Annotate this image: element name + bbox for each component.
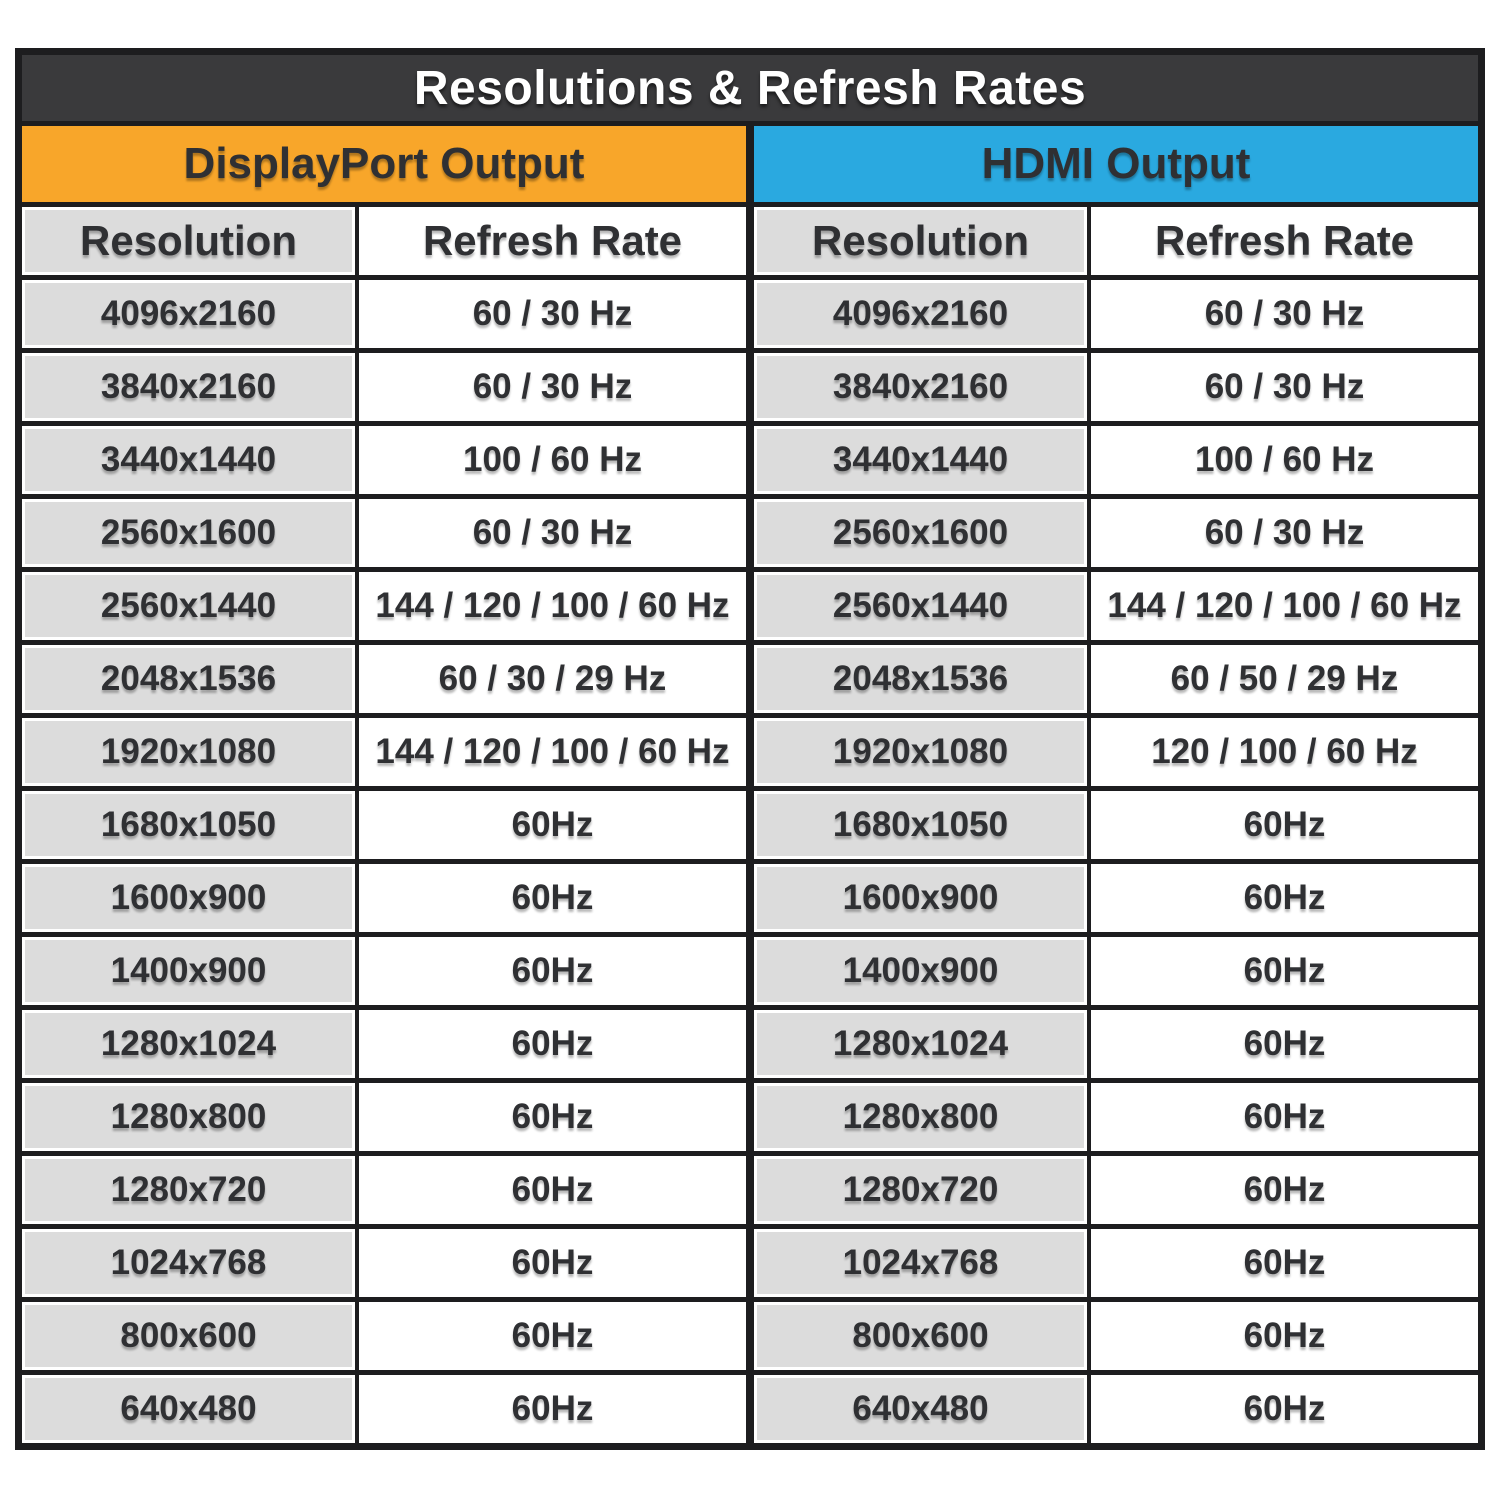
- refresh-rate-cell: 60Hz: [359, 1302, 746, 1370]
- resolution-cell: 800x600: [22, 1302, 355, 1370]
- resolution-cell: 1280x1024: [22, 1010, 355, 1078]
- resolution-cell: 3840x2160: [22, 353, 355, 421]
- table-body: Resolution Refresh Rate 4096x2160 60 / 30…: [22, 207, 1478, 1443]
- resolution-cell: 800x600: [754, 1302, 1087, 1370]
- refresh-rate-cell: 60 / 30 Hz: [1091, 353, 1478, 421]
- section-header-displayport-label: DisplayPort Output: [183, 139, 585, 188]
- resolution-cell: 4096x2160: [754, 280, 1087, 348]
- resolution-cell: 1280x720: [22, 1156, 355, 1224]
- resolution-cell: 1280x720: [754, 1156, 1087, 1224]
- refresh-rate-cell: 60Hz: [359, 1375, 746, 1443]
- resolution-cell: 4096x2160: [22, 280, 355, 348]
- refresh-rate-cell: 60Hz: [359, 791, 746, 859]
- resolution-cell: 1920x1080: [754, 718, 1087, 786]
- refresh-rate-cell: 60Hz: [359, 1083, 746, 1151]
- refresh-rate-cell: 60Hz: [1091, 791, 1478, 859]
- refresh-rate-cell: 100 / 60 Hz: [1091, 426, 1478, 494]
- refresh-rate-cell: 144 / 120 / 100 / 60 Hz: [359, 718, 746, 786]
- table-title: Resolutions & Refresh Rates: [413, 61, 1087, 115]
- resolution-cell: 1600x900: [754, 864, 1087, 932]
- resolution-cell: 1400x900: [754, 937, 1087, 1005]
- table-title-bar: Resolutions & Refresh Rates: [22, 55, 1478, 121]
- refresh-rate-cell: 60 / 30 Hz: [1091, 499, 1478, 567]
- section-header-hdmi-label: HDMI Output: [981, 139, 1251, 188]
- refresh-rate-cell: 60Hz: [1091, 1083, 1478, 1151]
- refresh-rate-cell: 60Hz: [1091, 1302, 1478, 1370]
- resolution-cell: 1280x800: [754, 1083, 1087, 1151]
- resolution-cell: 2560x1600: [754, 499, 1087, 567]
- refresh-rate-cell: 60Hz: [1091, 864, 1478, 932]
- refresh-rate-cell: 144 / 120 / 100 / 60 Hz: [359, 572, 746, 640]
- column-header-resolution: Resolution: [754, 207, 1087, 275]
- refresh-rate-cell: 120 / 100 / 60 Hz: [1091, 718, 1478, 786]
- resolution-cell: 1680x1050: [754, 791, 1087, 859]
- resolution-cell: 1600x900: [22, 864, 355, 932]
- resolution-cell: 2560x1600: [22, 499, 355, 567]
- resolution-cell: 640x480: [22, 1375, 355, 1443]
- column-header-refresh-rate: Refresh Rate: [359, 207, 746, 275]
- resolution-cell: 1024x768: [754, 1229, 1087, 1297]
- refresh-rate-cell: 60Hz: [1091, 1156, 1478, 1224]
- refresh-rate-cell: 60Hz: [359, 1156, 746, 1224]
- refresh-rate-cell: 60 / 30 / 29 Hz: [359, 645, 746, 713]
- section-header-displayport: DisplayPort Output: [22, 126, 746, 202]
- refresh-rate-cell: 60Hz: [1091, 1229, 1478, 1297]
- refresh-rate-cell: 100 / 60 Hz: [359, 426, 746, 494]
- refresh-rate-cell: 60Hz: [359, 1229, 746, 1297]
- resolution-cell: 1024x768: [22, 1229, 355, 1297]
- section-header-hdmi: HDMI Output: [754, 126, 1478, 202]
- resolution-cell: 2560x1440: [22, 572, 355, 640]
- refresh-rate-cell: 60Hz: [1091, 1010, 1478, 1078]
- refresh-rate-cell: 60 / 30 Hz: [359, 280, 746, 348]
- refresh-rate-cell: 60 / 50 / 29 Hz: [1091, 645, 1478, 713]
- hdmi-column-group: Resolution Refresh Rate 4096x2160 60 / 30…: [754, 207, 1478, 1443]
- refresh-rate-cell: 60 / 30 Hz: [1091, 280, 1478, 348]
- refresh-rate-cell: 60 / 30 Hz: [359, 499, 746, 567]
- resolution-cell: 3840x2160: [754, 353, 1087, 421]
- refresh-rate-cell: 60Hz: [1091, 1375, 1478, 1443]
- resolution-cell: 2048x1536: [754, 645, 1087, 713]
- resolution-cell: 1400x900: [22, 937, 355, 1005]
- refresh-rate-cell: 60Hz: [359, 1010, 746, 1078]
- resolution-cell: 3440x1440: [22, 426, 355, 494]
- refresh-rate-cell: 60Hz: [359, 864, 746, 932]
- resolution-cell: 3440x1440: [754, 426, 1087, 494]
- resolution-cell: 2048x1536: [22, 645, 355, 713]
- resolution-cell: 1920x1080: [22, 718, 355, 786]
- column-header-refresh-rate: Refresh Rate: [1091, 207, 1478, 275]
- resolution-refresh-table: Resolutions & Refresh Rates DisplayPort …: [15, 48, 1485, 1450]
- column-header-resolution: Resolution: [22, 207, 355, 275]
- displayport-column-group: Resolution Refresh Rate 4096x2160 60 / 30…: [22, 207, 746, 1443]
- section-header-row: DisplayPort Output HDMI Output: [22, 126, 1478, 202]
- resolution-cell: 1680x1050: [22, 791, 355, 859]
- refresh-rate-cell: 60Hz: [359, 937, 746, 1005]
- refresh-rate-cell: 60 / 30 Hz: [359, 353, 746, 421]
- resolution-cell: 640x480: [754, 1375, 1087, 1443]
- refresh-rate-cell: 60Hz: [1091, 937, 1478, 1005]
- refresh-rate-cell: 144 / 120 / 100 / 60 Hz: [1091, 572, 1478, 640]
- resolution-cell: 2560x1440: [754, 572, 1087, 640]
- resolution-cell: 1280x1024: [754, 1010, 1087, 1078]
- resolution-cell: 1280x800: [22, 1083, 355, 1151]
